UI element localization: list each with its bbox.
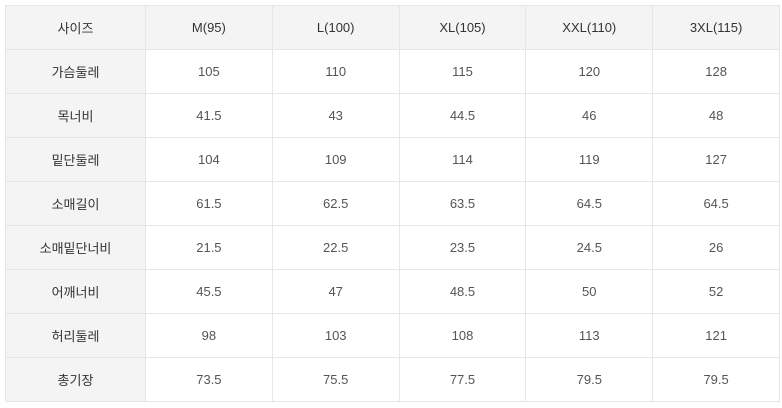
cell-value: 26 (652, 225, 780, 270)
cell-value: 63.5 (398, 181, 527, 226)
cell-value: 114 (398, 137, 527, 182)
cell-value: 128 (652, 49, 780, 94)
row-label: 목너비 (5, 93, 146, 138)
cell-value: 52 (652, 269, 780, 314)
row-label: 밑단둘레 (5, 137, 146, 182)
cell-value: 50 (525, 269, 654, 314)
cell-value: 79.5 (525, 357, 654, 402)
cell-value: 105 (145, 49, 273, 94)
cell-value: 121 (652, 313, 780, 358)
table-head: 사이즈 M(95) L(100) XL(105) XXL(110) 3XL(115) (5, 5, 780, 50)
measurement-row: 목너비 41.5 43 44.5 46 48 (5, 93, 780, 138)
size-header: L(100) (271, 5, 400, 50)
size-table: 사이즈 M(95) L(100) XL(105) XXL(110) 3XL(115) 가슴… (5, 5, 780, 402)
row-label: 어깨너비 (5, 269, 146, 314)
cell-value: 43 (271, 93, 400, 138)
cell-value: 120 (525, 49, 654, 94)
row-label: 허리둘레 (5, 313, 146, 358)
cell-value: 98 (145, 313, 273, 358)
cell-value: 44.5 (398, 93, 527, 138)
cell-value: 108 (398, 313, 527, 358)
row-label: 가슴둘레 (5, 49, 146, 94)
cell-value: 75.5 (271, 357, 400, 402)
size-header: XL(105) (398, 5, 527, 50)
header-row: 사이즈 M(95) L(100) XL(105) XXL(110) 3XL(115) (5, 5, 780, 50)
cell-value: 104 (145, 137, 273, 182)
cell-value: 119 (525, 137, 654, 182)
measurement-row: 밑단둘레 104 109 114 119 127 (5, 137, 780, 182)
cell-value: 103 (271, 313, 400, 358)
cell-value: 48.5 (398, 269, 527, 314)
cell-value: 47 (271, 269, 400, 314)
header-label: 사이즈 (5, 5, 146, 50)
cell-value: 45.5 (145, 269, 273, 314)
cell-value: 64.5 (525, 181, 654, 226)
row-label: 소매밑단너비 (5, 225, 146, 270)
cell-value: 46 (525, 93, 654, 138)
size-header: 3XL(115) (652, 5, 780, 50)
cell-value: 79.5 (652, 357, 780, 402)
cell-value: 48 (652, 93, 780, 138)
cell-value: 109 (271, 137, 400, 182)
cell-value: 41.5 (145, 93, 273, 138)
row-label: 총기장 (5, 357, 146, 402)
cell-value: 115 (398, 49, 527, 94)
measurement-row: 어깨너비 45.5 47 48.5 50 52 (5, 269, 780, 314)
measurement-row: 소매길이 61.5 62.5 63.5 64.5 64.5 (5, 181, 780, 226)
cell-value: 73.5 (145, 357, 273, 402)
row-label: 소매길이 (5, 181, 146, 226)
cell-value: 24.5 (525, 225, 654, 270)
cell-value: 127 (652, 137, 780, 182)
size-header: M(95) (145, 5, 273, 50)
size-chart: 사이즈 M(95) L(100) XL(105) XXL(110) 3XL(115) 가슴… (5, 5, 780, 402)
measurement-row: 허리둘레 98 103 108 113 121 (5, 313, 780, 358)
cell-value: 21.5 (145, 225, 273, 270)
cell-value: 62.5 (271, 181, 400, 226)
cell-value: 22.5 (271, 225, 400, 270)
cell-value: 77.5 (398, 357, 527, 402)
cell-value: 61.5 (145, 181, 273, 226)
measurement-row: 총기장 73.5 75.5 77.5 79.5 79.5 (5, 357, 780, 402)
measurement-row: 소매밑단너비 21.5 22.5 23.5 24.5 26 (5, 225, 780, 270)
cell-value: 110 (271, 49, 400, 94)
size-header: XXL(110) (525, 5, 654, 50)
cell-value: 23.5 (398, 225, 527, 270)
table-body: 가슴둘레 105 110 115 120 128 목너비 41.5 43 44.5 46 48 밑단둘레… (5, 49, 780, 402)
measurement-row: 가슴둘레 105 110 115 120 128 (5, 49, 780, 94)
cell-value: 64.5 (652, 181, 780, 226)
cell-value: 113 (525, 313, 654, 358)
